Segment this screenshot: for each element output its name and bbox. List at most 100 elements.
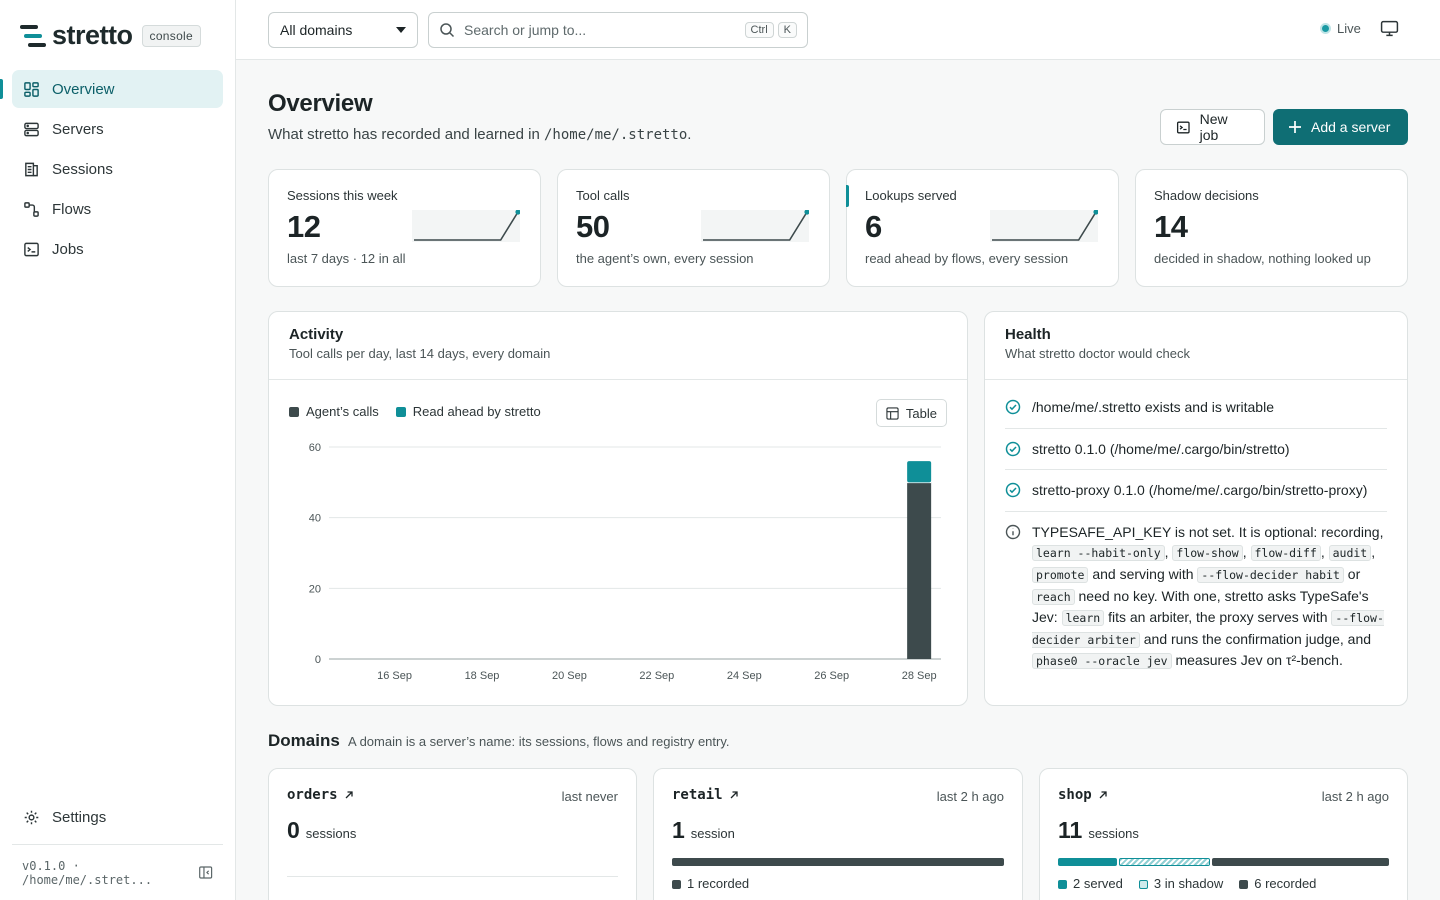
page-subtitle: What stretto has recorded and learned in… <box>268 126 691 143</box>
domains-subtitle: A domain is a server’s name: its session… <box>348 734 730 749</box>
nav-item-label: Jobs <box>52 240 84 258</box>
stat-note: read ahead by flows, every session <box>865 251 1069 266</box>
chart-legend: Agent’s calls Read ahead by stretto <box>289 404 558 419</box>
domain-name[interactable]: orders <box>287 787 618 803</box>
health-info-text: TYPESAFE_API_KEY is not set. It is optio… <box>1032 522 1387 672</box>
health-subtitle: What stretto doctor would check <box>1005 346 1190 361</box>
settings-nav: Settings <box>12 798 223 838</box>
stat-card-shadow[interactable]: Shadow decisions 14 decided in shadow, n… <box>1135 169 1408 287</box>
legend-label: 3 in shadow <box>1153 876 1224 891</box>
nav-item-servers[interactable]: Servers <box>12 110 223 148</box>
subtitle-end: . <box>687 126 692 143</box>
sparkline-line <box>992 211 1097 241</box>
stat-card-tool-calls[interactable]: Tool calls 50 the agent’s own, every ses… <box>557 169 830 287</box>
domain-card-shop[interactable]: shop last 2 h ago 11 sessions 2 served 3… <box>1039 768 1408 900</box>
topbar: All domains Ctrl K Live <box>236 0 1440 60</box>
activity-panel: Activity Tool calls per day, last 14 day… <box>268 311 968 706</box>
domain-card-orders[interactable]: orders last never 0 sessions <box>268 768 637 900</box>
domain-last: last never <box>561 789 618 804</box>
info-code: audit <box>1328 545 1372 562</box>
stat-card-lookups[interactable]: Lookups served 6 read ahead by flows, ev… <box>846 169 1119 287</box>
sidebar-footer: v0.1.0 · /home/me/.stret... <box>12 844 223 900</box>
domain-name[interactable]: shop <box>1058 787 1389 803</box>
domains-title: Domains <box>268 731 340 750</box>
gear-icon <box>24 810 39 824</box>
domain-select-value: All domains <box>280 22 353 38</box>
nav-item-jobs[interactable]: Jobs <box>12 230 223 268</box>
info-text: need no key. With one, stretto asks Type… <box>1032 587 1369 626</box>
stat-value: 14 <box>1154 209 1188 244</box>
health-header: Health What stretto doctor would check <box>985 312 1407 380</box>
stat-note: last 7 days · 12 in all <box>287 251 406 266</box>
brand-name: stretto <box>52 20 133 50</box>
search-box[interactable]: Ctrl K <box>428 12 808 48</box>
nav-item-sessions[interactable]: Sessions <box>12 150 223 188</box>
new-job-button[interactable]: New job <box>1160 109 1265 145</box>
legend-swatch <box>1138 880 1148 889</box>
domain-breakdown-bar <box>1058 858 1389 866</box>
stat-card-sessions[interactable]: Sessions this week 12 last 7 days · 12 i… <box>268 169 541 287</box>
search-input[interactable] <box>464 22 741 38</box>
nav-item-label: Sessions <box>52 160 113 178</box>
info-code: reach <box>1032 588 1075 605</box>
health-title: Health <box>1005 326 1051 343</box>
legend-swatch <box>1239 880 1249 889</box>
legend-label: 6 recorded <box>1254 876 1317 891</box>
nav-item-settings[interactable]: Settings <box>12 798 223 836</box>
nav-item-overview[interactable]: Overview <box>12 70 223 108</box>
domain-name-text: orders <box>287 787 338 803</box>
y-tick-label: 60 <box>309 442 321 454</box>
sparkline-bg <box>701 210 809 242</box>
sparkline <box>701 210 809 242</box>
stat-value: 12 <box>287 209 321 244</box>
domain-card-retail[interactable]: retail last 2 h ago 1 session 1 recorded <box>653 768 1023 900</box>
stat-label: Shadow decisions <box>1154 188 1259 203</box>
add-server-button[interactable]: Add a server <box>1273 109 1408 145</box>
legend-item-recorded: 1 recorded <box>672 876 749 891</box>
x-tick-label: 18 Sep <box>465 670 500 682</box>
nav-item-flows[interactable]: Flows <box>12 190 223 228</box>
sparkline-bg <box>412 210 520 242</box>
nav-item-label: Servers <box>52 120 104 138</box>
activity-title: Activity <box>289 326 344 343</box>
sparkline-bg <box>990 210 1098 242</box>
sessions-icon <box>25 162 38 176</box>
legend-swatch <box>289 407 299 417</box>
domain-count-unit: sessions <box>305 826 357 841</box>
table-toggle-button[interactable]: Table <box>875 399 947 427</box>
health-check-text: stretto-proxy 0.1.0 (/home/me/.cargo/bin… <box>1032 482 1368 499</box>
kbd-ctrl: Ctrl <box>744 22 774 38</box>
brand[interactable]: stretto console <box>20 20 201 51</box>
check-circle-icon <box>1005 441 1021 456</box>
sparkline-end-point <box>804 210 809 215</box>
x-tick-label: 20 Sep <box>552 670 587 682</box>
stat-label: Sessions this week <box>287 188 398 203</box>
stretto-logo-icon <box>20 24 46 47</box>
collapse-sidebar-icon[interactable] <box>198 864 213 881</box>
domain-last: last 2 h ago <box>1321 789 1389 804</box>
monitor-icon[interactable] <box>1380 19 1399 38</box>
y-tick-label: 40 <box>309 513 321 525</box>
bar-segment-served <box>1058 858 1118 866</box>
subtitle-text: What stretto has recorded and learned in <box>268 126 540 143</box>
activity-header: Activity Tool calls per day, last 14 day… <box>269 312 967 380</box>
info-code: learn <box>1061 610 1105 627</box>
nav-item-label: Settings <box>52 808 107 826</box>
external-link-icon <box>1099 791 1107 799</box>
legend-item-served: 2 served <box>1058 876 1123 891</box>
legend-label: 1 recorded <box>687 876 750 891</box>
x-tick-label: 22 Sep <box>639 670 674 682</box>
domain-count: 0 sessions <box>287 817 618 844</box>
stat-accent-bar <box>846 185 849 207</box>
health-checks: /home/me/.stretto exists and is writable… <box>985 380 1407 682</box>
info-code: phase0 --oracle jev <box>1032 653 1172 670</box>
info-text: and runs the confirmation judge, and <box>1143 630 1372 647</box>
stat-label: Tool calls <box>576 188 630 203</box>
y-tick-label: 20 <box>309 583 321 595</box>
domain-name[interactable]: retail <box>672 787 1004 803</box>
table-icon <box>886 406 899 420</box>
caret-down-icon <box>396 27 406 33</box>
page-title: Overview <box>268 90 373 117</box>
kbd-k: K <box>777 22 797 38</box>
domain-select[interactable]: All domains <box>268 12 418 48</box>
